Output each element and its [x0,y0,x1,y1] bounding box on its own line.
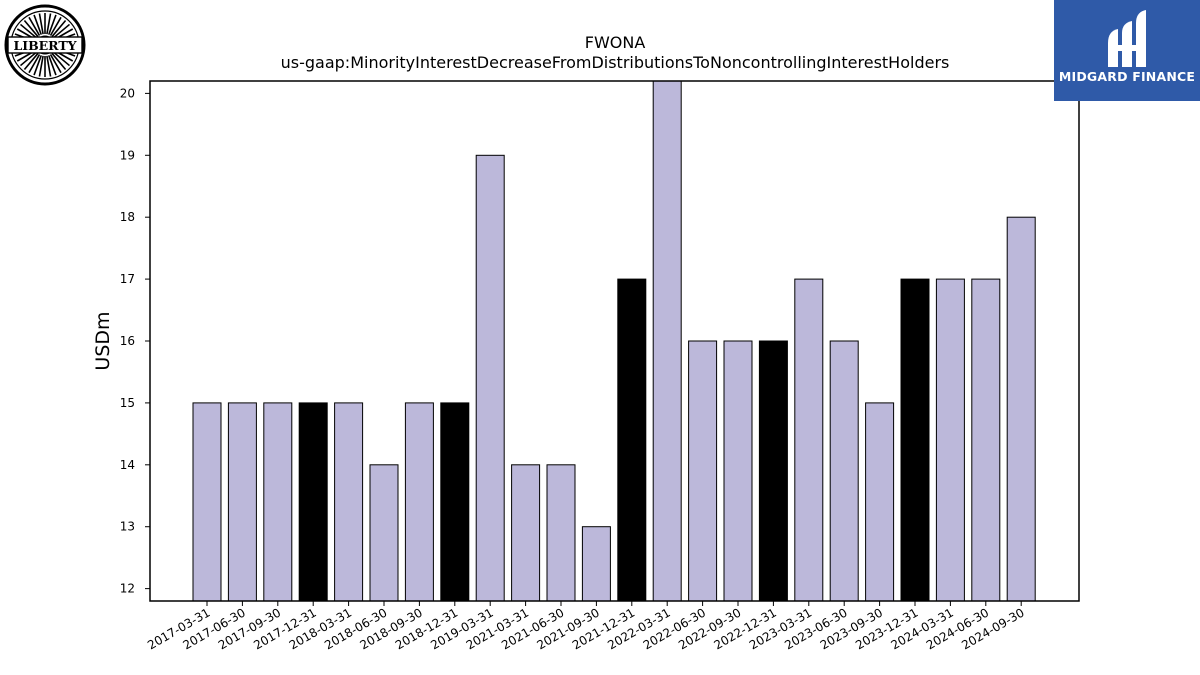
bar-2022-09-30 [723,340,753,602]
plot-frame [149,80,1080,602]
bar-2024-06-30 [971,278,1001,602]
bar-2024-09-30 [1006,216,1036,602]
y-tick-label: 12 [120,582,135,596]
midgard-logo-text: MIDGARD FINANCE [1058,69,1196,84]
chart-title: FWONA [585,33,646,52]
bar-2018-03-31 [334,402,364,602]
bar-2023-12-31 [900,278,930,602]
bar-2022-03-31 [652,80,682,602]
bar-2017-03-31 [192,402,222,602]
bar-2017-12-31 [298,402,328,602]
liberty-logo-text: LIBERTY [13,38,77,53]
bar-2021-12-31 [617,278,647,602]
y-tick-label: 16 [120,334,135,348]
bar-2022-12-31 [758,340,788,602]
y-tick-label: 17 [120,272,135,286]
bar-2024-03-31 [935,278,965,602]
chart-subtitle: us-gaap:MinorityInterestDecreaseFromDist… [281,53,950,72]
liberty-logo: LIBERTY [4,4,86,90]
y-tick-label: 14 [120,458,135,472]
bar-2018-06-30 [369,464,399,602]
bar-2023-06-30 [829,340,859,602]
bar-2023-09-30 [865,402,895,602]
y-tick-label: 13 [120,520,135,534]
bar-2023-03-31 [794,278,824,602]
y-ticks: 12 13 14 15 16 17 18 19 20 [120,86,150,596]
y-tick-label: 18 [120,210,135,224]
x-ticks: 2017-03-312017-06-302017-09-302017-12-31… [145,601,1027,652]
bar-2017-09-30 [263,402,293,602]
bar-2022-06-30 [688,340,718,602]
bar-2017-06-30 [227,402,257,602]
bar-2021-03-31 [511,464,541,602]
bar-2019-03-31 [475,154,505,602]
y-tick-label: 15 [120,396,135,410]
bar-2018-12-31 [440,402,470,602]
bars-layer [192,80,1036,602]
midgard-finance-logo: MIDGARD FINANCE [1054,0,1200,101]
midgard-mark-icon [1108,10,1146,67]
bar-2021-06-30 [546,464,576,602]
y-tick-label: 19 [120,148,135,162]
y-axis-label: USDm [92,311,114,370]
bar-2021-09-30 [581,526,611,602]
y-tick-label: 20 [120,86,135,100]
bar-2018-09-30 [404,402,434,602]
